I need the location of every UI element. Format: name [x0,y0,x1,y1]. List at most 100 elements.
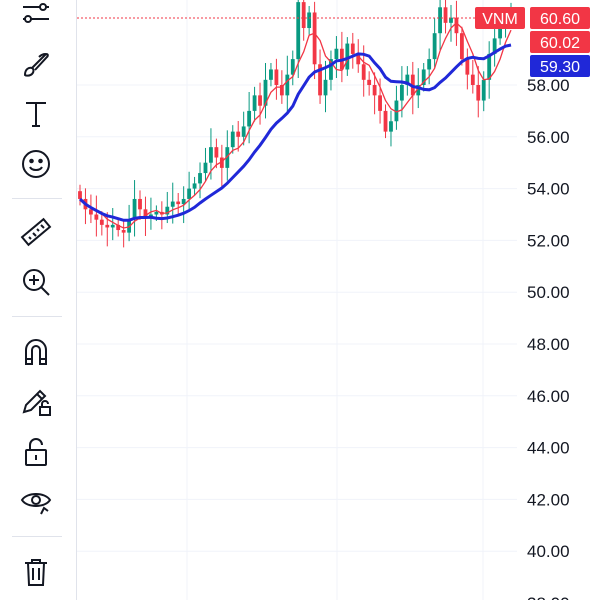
price-axis-tick-label: 50.00 [527,283,570,302]
candle-body [459,33,464,60]
svg-text:60.60: 60.60 [540,11,580,28]
candle-body [301,2,306,29]
candle-body [225,147,230,168]
candle-body [230,131,235,148]
candle-body [383,110,388,132]
candle-body [432,33,437,60]
price-axis-tick-label: 46.00 [527,387,570,406]
trash-icon[interactable] [10,550,62,594]
candle-body [312,12,317,65]
price-axis: 58.00 56.00 54.00 52.00 50.00 48.00 46.00 44.00… [527,76,570,600]
price-axis-tick-label: 58.00 [527,76,570,95]
ma-fast-value-tag: 60.02 [530,31,590,53]
candle-body [105,224,110,228]
price-chart[interactable]: 58.00 56.00 54.00 52.00 50.00 48.00 46.00 44.00… [77,0,600,600]
candle-body [258,95,262,106]
candle-body [454,17,459,34]
candle-body [307,12,312,29]
candle-body [263,79,268,106]
price-axis-tick-label: 52.00 [527,231,570,250]
candle-body [465,59,470,75]
candle-body [214,147,219,158]
candle-body [132,198,137,220]
candle-body [438,7,442,34]
candle-body [492,38,497,54]
moving-average-slow-line [78,43,512,222]
candle-body [187,188,192,199]
candle-body [367,79,372,85]
candle-body [279,85,284,96]
candle-body [203,162,208,174]
candle-body [394,100,399,122]
chart-grid [77,0,517,600]
candle-body [345,43,350,70]
candle-body [219,157,224,168]
zoom-in-icon[interactable] [10,260,62,304]
candle-body [121,230,126,233]
price-axis-tick-label: 44.00 [527,439,570,458]
price-axis-tick-label: 54.00 [527,180,570,199]
toolbar-divider [76,0,77,600]
trend-line-tool-icon[interactable] [10,0,62,36]
candle-body [116,224,121,231]
ma-slow-value-tag: 59.30 [530,55,590,77]
candle-body [154,211,159,215]
candlestick-series [78,0,513,248]
lock-drawing-pencil-icon[interactable] [10,380,62,424]
candle-body [110,224,115,228]
price-axis-tick-label: 40.00 [527,542,570,561]
candle-body [476,85,481,101]
candle-body [138,198,142,210]
magnet-icon[interactable] [10,330,62,374]
candle-body [449,17,453,23]
candle-body [361,64,366,80]
moving-average-fast-line [79,21,512,229]
candle-body [334,48,339,60]
candle-body [443,7,448,23]
candle-body [481,79,486,101]
price-tags: VNM 60.60 60.02 59.30 [475,7,590,77]
candle-body [181,198,186,205]
toolbar-separator [12,536,62,537]
drawing-toolbar [0,0,76,600]
candle-body [94,214,99,220]
candle-body [269,69,273,80]
symbol-tag: VNM [475,7,525,29]
candle-body [99,219,104,225]
svg-text:60.02: 60.02 [540,35,580,52]
candle-body [165,206,170,215]
candle-body [252,95,257,111]
eye-visibility-icon[interactable] [10,478,62,522]
candle-body [247,110,252,127]
candle-body [421,69,426,85]
candle-body [323,79,328,96]
price-axis-tick-label: 38.00 [527,594,570,600]
candle-body [427,59,432,70]
brush-tool-icon[interactable] [10,42,62,86]
candle-body [372,85,377,96]
price-axis-tick-label: 56.00 [527,128,570,147]
candle-body [498,22,502,39]
price-axis-tick-label: 42.00 [527,490,570,509]
emoji-tool-icon[interactable] [10,142,62,186]
candle-body [89,209,93,215]
price-axis-tick-label: 48.00 [527,335,570,354]
candle-body [389,121,393,132]
candle-body [405,74,410,85]
candle-body [236,131,241,137]
candle-body [285,74,290,96]
text-tool-icon[interactable] [10,92,62,136]
candle-body [149,214,153,218]
unlock-icon[interactable] [10,430,62,474]
svg-text:VNM: VNM [482,11,518,28]
toolbar-separator [12,198,62,199]
candle-body [356,53,361,65]
candle-body [350,43,355,54]
measure-ruler-icon[interactable] [10,210,62,254]
candle-body [329,59,333,80]
candle-body [209,147,213,163]
candle-body [296,2,301,60]
candle-body [470,74,475,85]
candle-body [399,85,404,101]
candle-body [290,59,295,75]
